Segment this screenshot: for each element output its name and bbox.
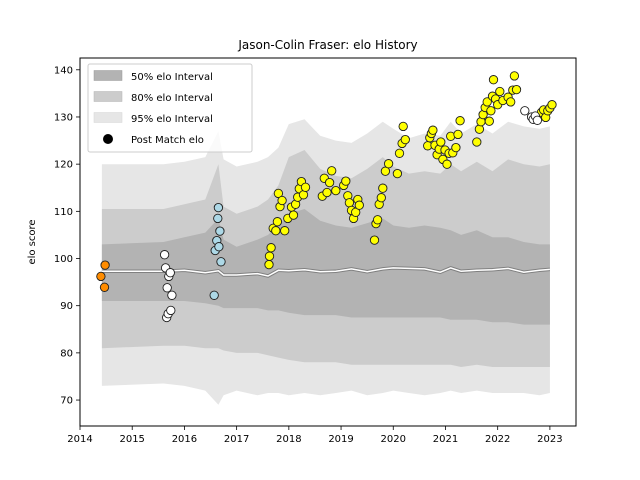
elo-point [378,183,388,193]
x-tick-label: 2015 [119,434,144,445]
elo-point [271,226,281,236]
x-tick-label: 2018 [276,434,301,445]
elo-point [474,124,485,134]
elo-point [166,305,176,316]
elo-point [511,84,522,95]
elo-point [400,134,410,145]
y-axis-ticks: 70 80 90 100 110 120 130 140 [54,65,80,407]
legend-marker-post-match [103,134,113,144]
elo-point [273,188,284,199]
interval-bands [101,119,551,405]
legend-swatch-50 [93,70,123,81]
elo-point [213,202,224,213]
elo-point [96,271,106,282]
elo-point [532,115,543,125]
elo-point [324,177,335,188]
elo-point [398,121,408,132]
median-line [101,267,550,277]
elo-point [472,137,482,147]
y-tick-label: 100 [54,254,73,265]
elo-point [214,242,224,252]
chart-title: Jason-Colin Fraser: elo History [237,38,417,52]
x-tick-label: 2022 [485,434,510,445]
x-tick-label: 2019 [328,434,353,445]
elo-point [298,190,309,200]
x-tick-label: 2021 [433,434,458,445]
elo-point [159,250,170,260]
x-tick-label: 2014 [67,434,92,445]
elo-point [165,268,175,278]
elo-point [488,75,499,85]
elo-point [288,210,299,220]
elo-point [442,159,452,169]
elo-point [354,200,364,210]
x-tick-label: 2016 [172,434,197,445]
elo-point [428,125,438,135]
legend-label-80: 80% elo Interval [131,93,213,104]
elo-point [215,226,225,236]
elo-point [341,176,351,186]
y-tick-label: 130 [54,112,73,123]
elo-point [392,168,403,179]
elo-point [216,257,226,267]
elo-point [162,283,172,293]
elo-point [266,243,276,253]
elo-point [506,97,516,107]
y-axis-label: elo score [27,219,38,264]
legend-box [87,63,253,153]
elo-point [455,116,465,126]
legend-label-95: 95% elo Interval [131,114,213,125]
elo-point [167,290,177,300]
x-tick-label: 2020 [381,434,406,445]
elo-point [344,198,355,208]
elo-point [277,195,287,206]
legend-swatch-80 [93,91,123,102]
elo-point [453,129,463,140]
elo-point [300,182,311,192]
y-tick-label: 80 [60,348,73,359]
elo-point [495,86,505,97]
elo-point [372,215,383,225]
elo-point [376,193,386,203]
legend-label-post-match: Post Match elo [131,135,204,146]
elo-point [520,106,530,116]
y-tick-label: 70 [60,396,73,407]
legend-label-50: 50% elo Interval [131,72,213,83]
x-tick-label: 2017 [224,434,249,445]
elo-point [484,116,494,126]
elo-point [436,137,446,147]
elo-point [322,187,332,198]
x-axis-ticks: 2014 2015 2016 2017 2018 2019 2020 2021 2022 2023 [67,426,563,445]
post-match-points [96,71,557,323]
y-tick-label: 120 [54,160,73,171]
elo-point [451,142,461,153]
elo-point [482,97,492,107]
elo-point [383,159,394,169]
elo-point [99,282,110,292]
elo-point [369,235,380,245]
elo-point [394,148,405,158]
y-tick-label: 110 [54,207,73,218]
elo-point [209,290,219,300]
y-tick-label: 140 [54,65,73,76]
elo-point [264,251,275,261]
legend: 50% elo Interval 80% elo Interval 95% el… [87,63,253,153]
legend-swatch-95 [93,112,123,123]
elo-point [331,185,341,196]
elo-point [327,166,337,176]
elo-point [547,100,557,110]
elo-point [100,260,110,270]
elo-point [486,106,496,116]
elo-point [272,217,283,227]
plot-frame [79,57,577,427]
x-tick-label: 2023 [537,434,562,445]
elo-point [509,71,520,81]
elo-point [213,213,223,224]
elo-point [264,259,274,270]
elo-point [280,226,290,236]
y-tick-label: 90 [60,301,73,312]
